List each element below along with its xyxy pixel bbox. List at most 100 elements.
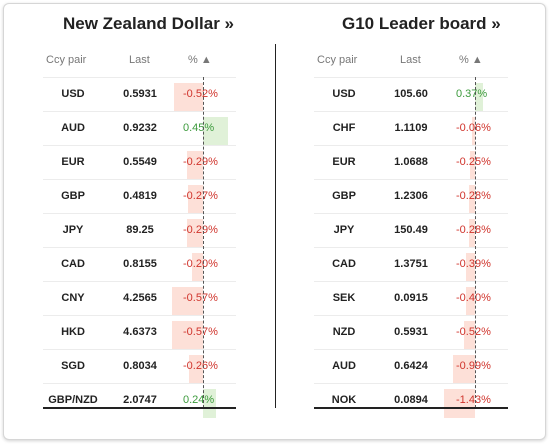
ccy-pair-cell: GBP/NZD — [48, 394, 98, 406]
ccy-pair-cell: EUR — [61, 156, 85, 168]
header-pct-sort[interactable]: % ▲ — [188, 54, 212, 66]
ccy-pair-cell: GBP — [61, 190, 85, 202]
pct-change-bar — [472, 117, 475, 146]
last-price-cell: 0.6424 — [394, 360, 428, 372]
pct-change-bar — [188, 185, 203, 214]
table-row[interactable]: AUD 0.9232 0.45% — [43, 111, 236, 146]
header-ccy-pair[interactable]: Ccy pair — [46, 54, 87, 66]
pct-change-cell: -0.52% — [183, 88, 218, 100]
header-last[interactable]: Last — [400, 54, 421, 66]
ccy-pair-cell: CAD — [332, 258, 356, 270]
pct-change-bar — [203, 389, 217, 418]
table-row[interactable]: JPY 89.25 -0.29% — [43, 213, 236, 248]
pct-change-cell: -0.27% — [183, 190, 218, 202]
pct-change-cell: -0.29% — [183, 156, 218, 168]
header-last[interactable]: Last — [129, 54, 150, 66]
last-price-cell: 2.0747 — [123, 394, 157, 406]
pct-change-bar — [453, 355, 475, 384]
ccy-pair-cell: CNY — [61, 292, 85, 304]
last-price-cell: 4.6373 — [123, 326, 157, 338]
last-price-cell: 1.2306 — [394, 190, 428, 202]
ccy-pair-cell: USD — [332, 88, 356, 100]
pct-change-bar — [466, 253, 475, 282]
table-row[interactable]: CHF 1.1109 -0.06% — [314, 111, 508, 146]
pct-change-cell: -0.57% — [183, 326, 218, 338]
pct-change-cell: -0.28% — [456, 190, 491, 202]
last-price-cell: 1.3751 — [394, 258, 428, 270]
pct-change-cell: -0.39% — [456, 258, 491, 270]
table-row[interactable]: NZD 0.5931 -0.52% — [314, 315, 508, 350]
pct-change-cell: -0.52% — [456, 326, 491, 338]
last-price-cell: 0.8155 — [123, 258, 157, 270]
last-price-cell: 0.0915 — [394, 292, 428, 304]
pct-change-cell: -0.26% — [183, 360, 218, 372]
table-row[interactable]: AUD 0.6424 -0.99% — [314, 349, 508, 384]
last-price-cell: 0.5549 — [123, 156, 157, 168]
nzd-panel-title[interactable]: New Zealand Dollar » — [63, 14, 234, 33]
pct-change-bar — [203, 117, 228, 146]
last-price-cell: 0.8034 — [123, 360, 157, 372]
pct-change-bar — [171, 321, 203, 350]
pct-change-bar — [188, 355, 203, 384]
pct-change-bar — [192, 253, 203, 282]
table-row[interactable]: CNY 4.2565 -0.57% — [43, 281, 236, 316]
last-price-cell: 0.4819 — [123, 190, 157, 202]
ccy-pair-cell: EUR — [332, 156, 356, 168]
table-row[interactable]: SGD 0.8034 -0.26% — [43, 349, 236, 384]
ccy-pair-cell: JPY — [333, 224, 355, 236]
ccy-pair-cell: SGD — [61, 360, 85, 372]
table-row[interactable]: GBP 1.2306 -0.28% — [314, 179, 508, 214]
panel-divider — [275, 44, 276, 408]
nzd-table-bottom-rule — [43, 407, 236, 409]
header-pct-sort[interactable]: % ▲ — [459, 54, 483, 66]
g10-table-header: Ccy pair Last % ▲ — [314, 54, 508, 74]
ccy-pair-cell: JPY — [62, 224, 84, 236]
pct-change-bar — [443, 389, 475, 418]
pct-change-cell: -0.06% — [456, 122, 491, 134]
table-row[interactable]: GBP/NZD 2.0747 0.24% — [43, 383, 236, 418]
g10-table-body: USD 105.60 0.37% CHF 1.1109 -0.06% EUR 1.0688 -0… — [314, 77, 508, 418]
ccy-pair-cell: HKD — [61, 326, 85, 338]
table-row[interactable]: CAD 0.8155 -0.20% — [43, 247, 236, 282]
pct-change-bar — [469, 151, 475, 180]
pct-change-cell: -0.40% — [456, 292, 491, 304]
last-price-cell: 1.0688 — [394, 156, 428, 168]
pct-change-cell: -0.57% — [183, 292, 218, 304]
g10-table-bottom-rule — [314, 407, 508, 409]
last-price-cell: 0.5931 — [394, 326, 428, 338]
last-price-cell: 105.60 — [394, 88, 428, 100]
pct-change-cell: -0.29% — [183, 224, 218, 236]
zero-line — [475, 77, 476, 408]
last-price-cell: 0.0894 — [394, 394, 428, 406]
ccy-pair-cell: CHF — [332, 122, 356, 134]
table-row[interactable]: USD 105.60 0.37% — [314, 77, 508, 112]
g10-panel-title[interactable]: G10 Leader board » — [342, 14, 501, 33]
pct-change-bar — [187, 151, 203, 180]
nzd-table-body: USD 0.5931 -0.52% AUD 0.9232 0.45% EUR 0.5549 -0… — [43, 77, 236, 418]
last-price-cell: 89.25 — [126, 224, 154, 236]
table-row[interactable]: JPY 150.49 -0.28% — [314, 213, 508, 248]
pct-change-cell: 0.37% — [456, 88, 488, 100]
pct-change-cell: -0.99% — [456, 360, 491, 372]
ccy-pair-cell: SEK — [332, 292, 356, 304]
table-row[interactable]: EUR 0.5549 -0.29% — [43, 145, 236, 180]
ccy-pair-cell: GBP — [332, 190, 356, 202]
header-ccy-pair[interactable]: Ccy pair — [317, 54, 358, 66]
table-row[interactable]: GBP 0.4819 -0.27% — [43, 179, 236, 214]
last-price-cell: 0.9232 — [123, 122, 157, 134]
table-row[interactable]: CAD 1.3751 -0.39% — [314, 247, 508, 282]
ccy-pair-cell: AUD — [332, 360, 356, 372]
pct-change-bar — [468, 185, 475, 214]
pct-change-cell: -0.20% — [183, 258, 218, 270]
table-row[interactable]: HKD 4.6373 -0.57% — [43, 315, 236, 350]
table-row[interactable]: USD 0.5931 -0.52% — [43, 77, 236, 112]
pct-change-bar — [475, 83, 484, 112]
pct-change-cell: -0.25% — [456, 156, 491, 168]
table-row[interactable]: SEK 0.0915 -0.40% — [314, 281, 508, 316]
ccy-pair-cell: NZD — [332, 326, 356, 338]
last-price-cell: 4.2565 — [123, 292, 157, 304]
table-row[interactable]: EUR 1.0688 -0.25% — [314, 145, 508, 180]
last-price-cell: 1.1109 — [394, 122, 428, 134]
table-row[interactable]: NOK 0.0894 -1.43% — [314, 383, 508, 418]
ccy-pair-cell: AUD — [61, 122, 85, 134]
